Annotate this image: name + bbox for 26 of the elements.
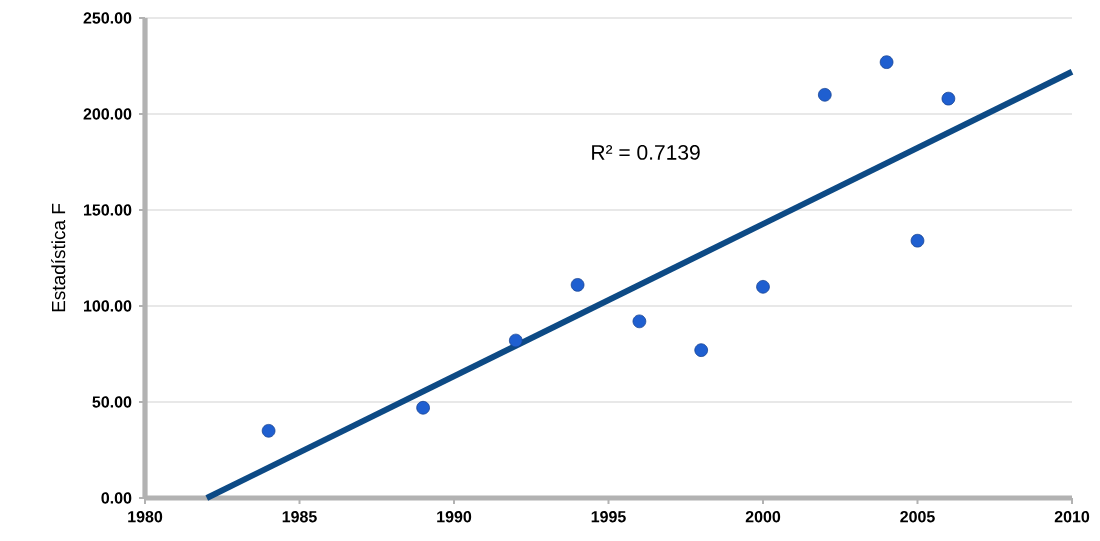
point [261,423,276,438]
point [509,333,523,348]
annotation: R² = 0.7139 [592,144,700,160]
point [694,343,708,357]
y-tick-label: 250.00 [83,12,132,24]
point [416,400,430,415]
y-tick-label: 0.00 [101,492,132,504]
x-tick-label: 2005 [900,511,935,523]
x-tick-label: 1980 [128,511,163,523]
x-tick-label: 1985 [282,511,317,523]
point [632,314,647,329]
x-tick-label: 1990 [437,511,472,523]
y-tick-label: 100.00 [84,300,132,312]
point [818,88,832,102]
point [756,279,770,294]
point [941,91,956,106]
y-tick-label: 200.00 [83,108,132,120]
x-tick-label: 1995 [591,511,626,523]
y-axis-title: Estadística F [51,203,66,312]
point [879,55,894,69]
y-tick-label: 150.00 [84,204,132,216]
point [570,278,585,292]
point [910,233,925,248]
x-tick-label: 2010 [1054,511,1090,523]
y-tick-label: 50.00 [92,396,132,408]
x-tick-label: 2000 [745,511,781,523]
